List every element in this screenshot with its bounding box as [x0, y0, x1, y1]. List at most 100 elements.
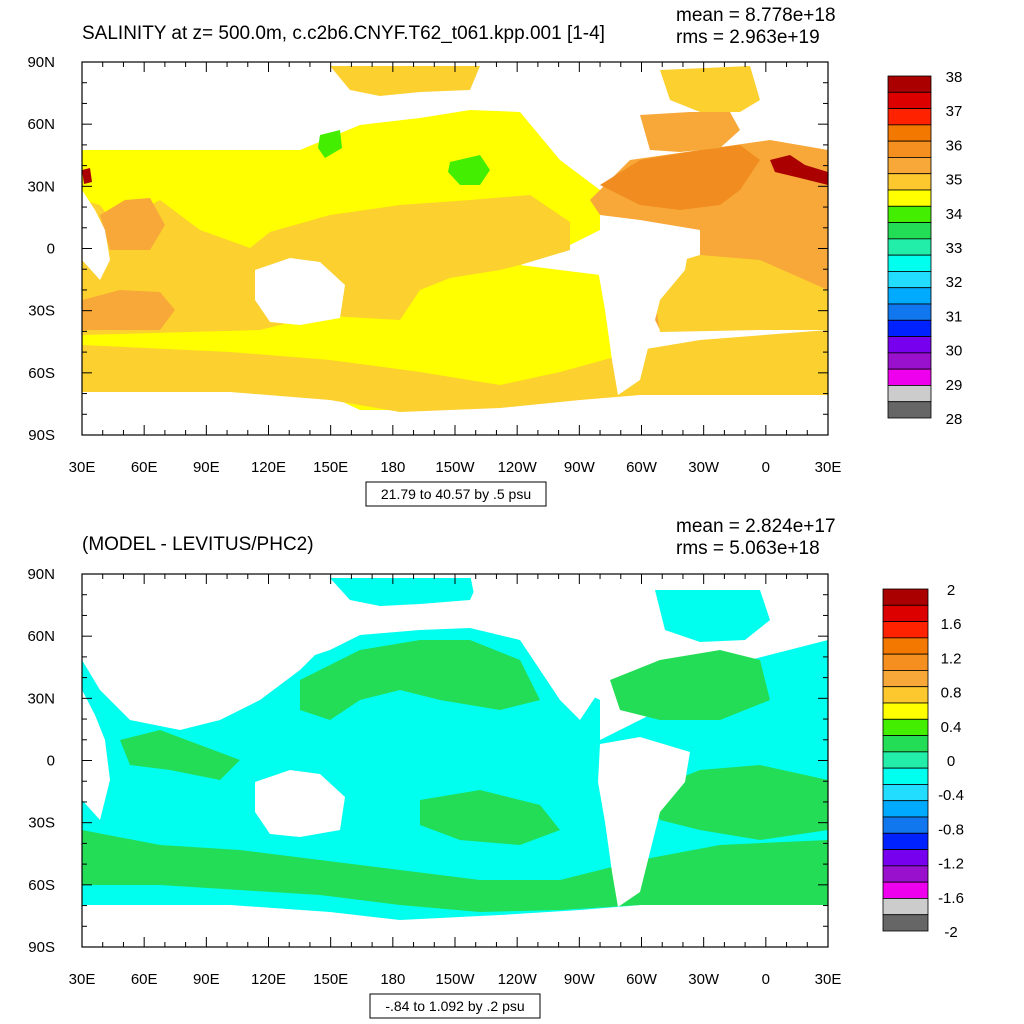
land-south-america — [598, 225, 690, 395]
region-positive-north-pacific — [300, 640, 540, 720]
land-africa — [82, 190, 110, 280]
land-north-america — [470, 574, 655, 720]
y-tick-label: 0 — [47, 753, 55, 770]
colorbar-swatch — [882, 637, 929, 655]
x-tick-label: 60E — [131, 459, 158, 476]
colorbar-swatch — [887, 336, 932, 354]
y-tick-label: 30S — [28, 815, 55, 832]
y-tick-label: 90N — [27, 54, 55, 71]
rms-stat: rms = 2.963e+19 — [676, 27, 820, 48]
colorbar-swatch — [887, 173, 932, 191]
region-positive-east-pacific — [420, 790, 560, 845]
x-tick-label: 120E — [251, 459, 286, 476]
colorbar-swatch — [887, 124, 932, 142]
y-tick-label: 90S — [28, 939, 55, 956]
colorbar-label: -1.2 — [938, 856, 964, 873]
colorbar-label: 28 — [946, 411, 963, 428]
x-tick-label: 30E — [69, 971, 96, 988]
colorbar-swatch — [887, 75, 932, 93]
salinity-map — [82, 66, 828, 412]
land-south-america — [598, 737, 690, 907]
colorbar-swatch — [887, 189, 932, 207]
region-arctic-east — [655, 590, 770, 642]
x-tick-label: 150E — [313, 971, 348, 988]
colorbar-swatch — [887, 319, 932, 337]
y-tick-label: 30S — [28, 303, 55, 320]
colorbar-swatch — [882, 702, 929, 720]
colorbar-swatch — [887, 238, 932, 256]
y-tick-label: 0 — [47, 241, 55, 258]
colorbar-swatch — [882, 898, 929, 916]
region-okhotsk — [318, 130, 342, 158]
x-tick-label: 90E — [193, 459, 220, 476]
region-arctic — [330, 66, 480, 96]
colorbar-swatch — [882, 621, 929, 639]
region-positive-south-atlantic — [650, 765, 828, 840]
colorbar-swatch — [887, 108, 932, 126]
colorbar-swatch — [882, 604, 929, 622]
colorbar-swatch — [882, 588, 929, 606]
colorbar-swatch — [882, 800, 929, 818]
colorbar-swatch — [887, 287, 932, 305]
x-tick-label: 150W — [435, 971, 475, 988]
colorbar-swatch — [887, 91, 932, 109]
plot-title: SALINITY at z= 500.0m, c.c2b6.CNYF.T62_t… — [82, 23, 605, 44]
region-nordic — [640, 112, 740, 152]
colorbar-label: 2 — [947, 582, 955, 599]
x-tick-label: 0 — [762, 459, 770, 476]
y-tick-label: 60N — [27, 116, 55, 133]
colorbar-label: 32 — [946, 274, 963, 291]
y-tick-label: 90N — [27, 566, 55, 583]
colorbar-swatch — [882, 784, 929, 802]
colorbar-swatch — [882, 751, 929, 769]
colorbar-label: 38 — [946, 69, 963, 86]
anomaly-map — [82, 574, 828, 920]
plot-title: (MODEL - LEVITUS/PHC2) — [82, 534, 314, 555]
contour-note: -.84 to 1.092 by .2 psu — [385, 998, 524, 1014]
x-axis: 30E 60E 90E 120E 150E 180 150W 120W 90W 60W 30W 0 30… — [69, 459, 842, 476]
x-tick-label: 150W — [435, 459, 475, 476]
mean-stat: mean = 2.824e+17 — [676, 516, 836, 537]
contour-note: 21.79 to 40.57 by .5 psu — [381, 486, 531, 502]
region-positive-southern-band — [82, 830, 828, 912]
colorbar-label: 30 — [946, 343, 963, 360]
colorbar-swatch — [882, 670, 929, 688]
colorbar-label: 0.4 — [941, 719, 962, 736]
colorbar-swatch — [887, 352, 932, 370]
colorbar-swatch — [887, 271, 932, 289]
colorbar-label: 0 — [947, 753, 955, 770]
axis-ticks — [81, 61, 829, 436]
colorbar-label: 1.6 — [941, 616, 962, 633]
y-axis: 90N 60N 30N 0 30S 60S 90S — [27, 566, 55, 956]
panel-salinity: SALINITY at z= 500.0m, c.c2b6.CNYF.T62_t… — [27, 5, 963, 507]
region-positive-indian — [120, 730, 240, 780]
colorbar-swatch — [887, 303, 932, 321]
x-tick-label: 180 — [380, 971, 405, 988]
land-australia — [255, 258, 345, 325]
colorbar-label: -1.6 — [938, 890, 964, 907]
colorbar-swatch — [887, 401, 932, 419]
x-tick-label: 30W — [688, 971, 720, 988]
rms-stat: rms = 5.063e+18 — [676, 538, 820, 559]
x-tick-label: 90E — [193, 971, 220, 988]
x-tick-label: 30E — [815, 971, 842, 988]
x-tick-label: 60W — [626, 971, 658, 988]
colorbar-swatch — [887, 254, 932, 272]
x-tick-label: 60W — [626, 459, 658, 476]
colorbar-label: 1.2 — [941, 650, 962, 667]
mean-stat: mean = 8.778e+18 — [676, 5, 836, 26]
x-tick-label: 30E — [69, 459, 96, 476]
x-tick-label: 120W — [498, 459, 538, 476]
colorbar-label: -0.8 — [938, 821, 964, 838]
x-axis: 30E 60E 90E 120E 150E 180 150W 120W 90W 60W 30W 0 30… — [69, 971, 842, 988]
region-indian — [82, 195, 570, 335]
region-arctic — [330, 578, 480, 606]
y-tick-label: 30N — [27, 178, 55, 195]
panel-anomaly: (MODEL - LEVITUS/PHC2) mean = 2.824e+17 … — [27, 516, 964, 1019]
colorbar: 38 37 36 35 34 33 32 31 30 29 28 — [887, 69, 963, 428]
colorbar-swatch — [882, 718, 929, 736]
region-positive-north-atlantic — [610, 650, 770, 720]
colorbar-swatch — [887, 205, 932, 223]
colorbar-swatch — [882, 816, 929, 834]
x-tick-label: 60E — [131, 971, 158, 988]
